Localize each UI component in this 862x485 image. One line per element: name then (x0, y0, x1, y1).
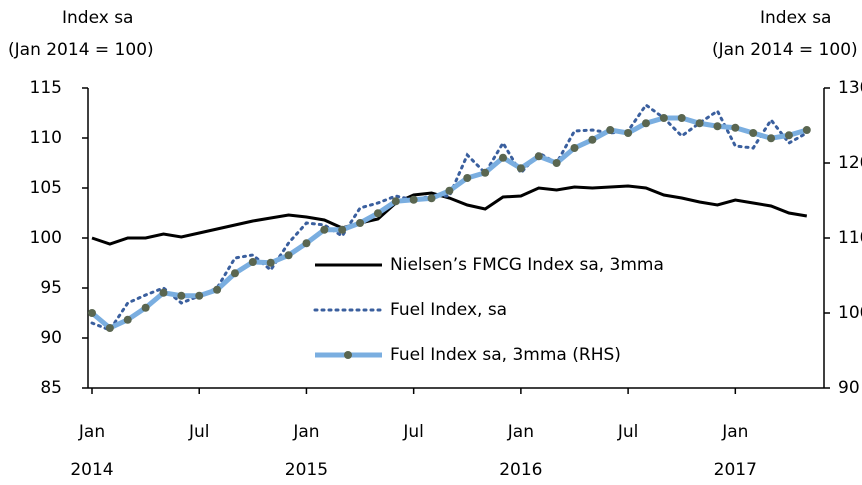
series-marker (499, 153, 508, 162)
series-marker (248, 258, 257, 266)
y2-tick-label: 110 (838, 228, 862, 248)
series-marker (588, 135, 597, 144)
legend-marker (344, 351, 352, 359)
y-tick-label: 110 (30, 128, 62, 148)
y2-tick-label: 130 (838, 78, 862, 98)
y-tick-label: 105 (30, 178, 62, 198)
series-marker (445, 186, 454, 195)
series-marker (481, 168, 490, 177)
series-marker (391, 197, 400, 206)
y-tick-label: 90 (40, 328, 62, 348)
series-line (91, 184, 808, 246)
series-marker (284, 251, 293, 260)
series-marker (695, 119, 704, 128)
series-marker (749, 129, 758, 137)
series-marker (534, 152, 543, 161)
series-marker (570, 144, 579, 152)
series-marker (802, 126, 811, 134)
y-axis-title: Index sa (62, 8, 133, 28)
series-marker (159, 288, 168, 297)
legend-label: Nielsen’s FMCG Index sa, 3mma (390, 255, 664, 275)
x-tick-label: Jan 2016 (499, 422, 542, 480)
y-tick-label: 95 (40, 278, 62, 298)
series-marker (784, 131, 793, 140)
legend-label: Fuel Index, sa (390, 300, 507, 320)
x-tick-label: Jan 2014 (70, 422, 113, 480)
x-tick-label: Jul (188, 422, 210, 442)
series-marker (141, 303, 150, 312)
series-marker (320, 225, 329, 234)
series-marker (230, 269, 239, 278)
y-tick-label: 85 (40, 378, 62, 398)
y-axis-note: (Jan 2014 = 100) (8, 40, 154, 60)
series-marker (767, 134, 776, 143)
x-tick-label: Jan 2017 (714, 422, 757, 480)
series-marker (641, 119, 650, 128)
series-marker (463, 174, 472, 182)
series-marker (516, 164, 525, 173)
series-marker (177, 291, 186, 300)
y2-tick-label: 100 (838, 303, 862, 323)
series-marker (302, 239, 311, 248)
series-marker (105, 324, 114, 332)
series-marker (659, 114, 668, 122)
series-marker (731, 123, 740, 132)
y-tick-label: 115 (30, 78, 62, 98)
y2-tick-label: 90 (838, 378, 860, 398)
y2-axis-title: Index sa (760, 8, 831, 28)
series-marker (356, 219, 365, 227)
series-marker (195, 291, 204, 300)
legend-label: Fuel Index sa, 3mma (RHS) (390, 345, 621, 365)
y2-tick-label: 120 (838, 153, 862, 173)
series-marker (409, 195, 418, 204)
series-marker (677, 114, 686, 122)
series-marker (123, 315, 132, 324)
series-marker (373, 209, 382, 218)
x-tick-label: Jul (402, 422, 424, 442)
series-marker (552, 159, 561, 167)
series-marker (88, 309, 96, 317)
y2-axis-note: (Jan 2014 = 100) (712, 40, 858, 60)
series-marker (713, 122, 722, 131)
y-tick-label: 100 (30, 228, 62, 248)
series-marker (427, 194, 436, 203)
series-marker (213, 285, 222, 294)
series-marker (606, 126, 615, 134)
x-tick-label: Jan 2015 (285, 422, 328, 480)
series-marker (338, 225, 347, 234)
series-marker (266, 258, 275, 267)
x-tick-label: Jul (617, 422, 639, 442)
series-marker (624, 129, 633, 137)
